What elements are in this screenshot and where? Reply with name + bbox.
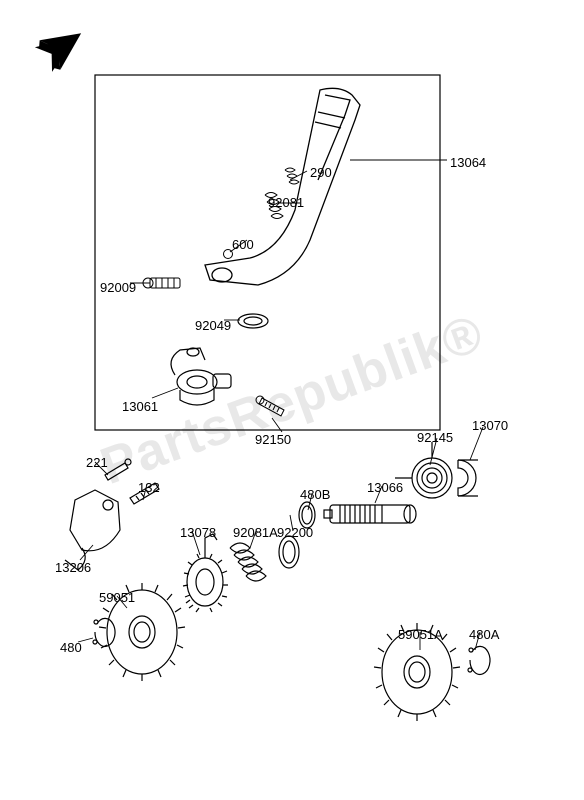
part-label-92150: 92150 <box>255 432 291 447</box>
circlip-480 <box>93 618 115 646</box>
part-label-13066: 13066 <box>367 480 403 495</box>
part-label-480A: 480A <box>469 627 499 642</box>
assembly-box <box>95 75 440 430</box>
part-label-600: 600 <box>232 237 254 252</box>
kick-lever <box>205 88 360 285</box>
boss-13061 <box>171 348 231 405</box>
shaft-13066 <box>324 505 416 523</box>
part-label-92200: 92200 <box>277 525 313 540</box>
part-label-13206: 13206 <box>55 560 91 575</box>
part-label-132: 132 <box>138 480 160 495</box>
part-label-92081A: 92081A <box>233 525 278 540</box>
circlip-480a <box>468 646 490 674</box>
part-label-480: 480 <box>60 640 82 655</box>
spring-92081a <box>230 543 266 581</box>
part-label-59051A: 59051A <box>398 627 443 642</box>
washer-92200 <box>279 536 299 568</box>
part-label-13061: 13061 <box>122 399 158 414</box>
part-label-13064: 13064 <box>450 155 486 170</box>
seal-92049 <box>238 314 268 328</box>
holder-13206 <box>65 490 120 570</box>
lever-221 <box>105 459 131 480</box>
part-label-290: 290 <box>310 165 332 180</box>
part-label-92145: 92145 <box>417 430 453 445</box>
ratchet-13078 <box>183 534 228 612</box>
part-label-92049: 92049 <box>195 318 231 333</box>
coil-spring-92145 <box>395 442 452 498</box>
part-label-13078: 13078 <box>180 525 216 540</box>
part-label-480B: 480B <box>300 487 330 502</box>
part-label-92009: 92009 <box>100 280 136 295</box>
bolt-92150 <box>256 396 284 416</box>
parts-diagram-svg <box>0 0 584 800</box>
part-label-92081: 92081 <box>268 195 304 210</box>
part-label-59051: 59051 <box>99 590 135 605</box>
part-label-221: 221 <box>86 455 108 470</box>
part-label-13070: 13070 <box>472 418 508 433</box>
guide-13070 <box>458 460 478 496</box>
